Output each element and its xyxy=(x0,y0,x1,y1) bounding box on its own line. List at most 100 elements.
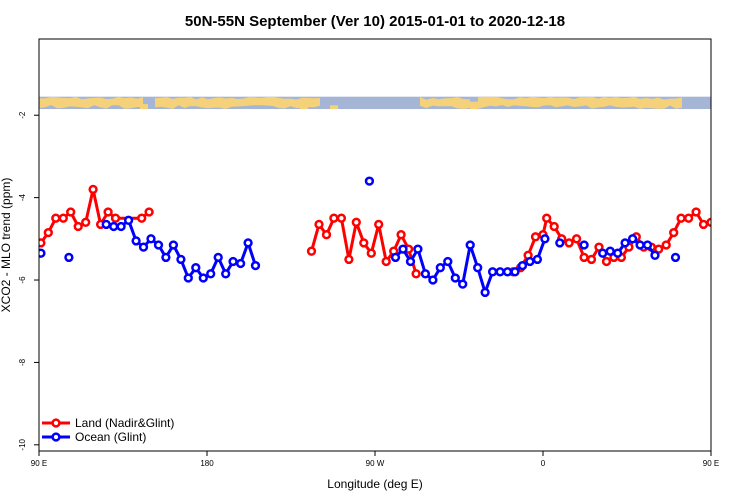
landmask-island-1 xyxy=(300,102,308,110)
legend-ocean-label: Ocean (Glint) xyxy=(75,430,146,444)
series-1-point-30 xyxy=(435,263,445,273)
series-1-point-52 xyxy=(635,240,645,250)
series-1-point-44 xyxy=(540,234,550,244)
series-1-point-22 xyxy=(250,260,261,271)
series-1-point-38 xyxy=(495,267,505,277)
y-axis: -2 -4 -6 -8 -10 xyxy=(18,111,39,451)
series-1-point-28 xyxy=(420,269,431,279)
y-tick-label-0: -2 xyxy=(18,111,27,119)
series-0-point-59 xyxy=(738,215,745,222)
series-1 xyxy=(39,176,750,298)
series-1-point-18 xyxy=(221,269,231,279)
series-0-point-33 xyxy=(542,213,552,223)
series-0-point-2 xyxy=(51,213,61,223)
series-0-point-7 xyxy=(88,184,98,195)
series-1-point-50 xyxy=(620,238,630,248)
legend-land-marker xyxy=(51,418,61,428)
series-0-point-9 xyxy=(103,207,113,217)
legend-ocean-marker xyxy=(51,432,61,442)
y-tick-label-2: -6 xyxy=(18,276,27,284)
series-1-point-43 xyxy=(532,254,543,265)
series-1-point-46 xyxy=(579,240,589,250)
series-0-point-17 xyxy=(336,213,347,223)
series-1-point-14 xyxy=(191,263,201,273)
landmask-land-2 xyxy=(420,96,470,109)
series-1-point-11 xyxy=(168,240,179,250)
series-1-point-8 xyxy=(146,234,156,244)
series-1-point-16 xyxy=(206,269,216,279)
x-axis: 90 E 180 90 W 0 90 E xyxy=(31,451,719,468)
series-0-point-5 xyxy=(73,221,83,232)
series-1-point-29 xyxy=(428,275,438,285)
landmask-land-1 xyxy=(155,96,320,109)
series-1-point-26 xyxy=(405,256,416,267)
series-1-point-47 xyxy=(598,248,608,258)
series-1-point-34 xyxy=(465,240,475,250)
series-0-point-11 xyxy=(137,213,147,223)
series-1-point-23 xyxy=(364,176,375,186)
series-0-point-37 xyxy=(571,234,582,244)
series-1-point-6 xyxy=(131,236,141,246)
series-1-point-1 xyxy=(64,252,74,263)
x-axis-label: Longitude (deg E) xyxy=(327,477,422,491)
series-1-point-41 xyxy=(517,260,528,271)
series-0-point-27 xyxy=(411,269,421,279)
series-0-point-39 xyxy=(586,254,597,265)
series-1-point-45 xyxy=(555,238,565,248)
series-1-point-54 xyxy=(650,250,660,260)
series-0-point-56 xyxy=(715,186,722,193)
series-0-point-1 xyxy=(43,227,53,238)
series-1-point-31 xyxy=(443,256,453,267)
series-1-point-39 xyxy=(502,267,513,277)
series-0-point-4 xyxy=(66,207,76,217)
series-1-point-25 xyxy=(398,244,408,254)
series-0-point-16 xyxy=(329,213,339,223)
chart-title: 50N-55N September (Ver 10) 2015-01-01 to… xyxy=(185,13,565,30)
series-0-point-52 xyxy=(683,213,694,223)
series-1-point-27 xyxy=(413,244,423,254)
series-1-point-55 xyxy=(670,252,681,263)
series-1-point-35 xyxy=(473,263,483,273)
y-tick-label-3: -8 xyxy=(18,358,27,366)
series-1-point-40 xyxy=(510,267,520,277)
series-0-point-50 xyxy=(669,227,679,238)
series-1-point-3 xyxy=(109,221,119,232)
series-1-point-37 xyxy=(487,267,498,277)
series-0-point-0 xyxy=(39,238,46,248)
series-1-point-19 xyxy=(228,256,238,267)
series-0-line-2 xyxy=(512,210,711,274)
series-0-point-10 xyxy=(110,213,121,223)
series-1-point-12 xyxy=(176,254,186,265)
series-0-point-15 xyxy=(321,230,332,240)
series-1-point-0 xyxy=(39,248,46,258)
series-0-point-53 xyxy=(691,207,701,217)
series-1-point-48 xyxy=(605,246,615,256)
series-0-point-22 xyxy=(374,219,384,230)
series-0 xyxy=(39,184,745,279)
series-layer xyxy=(39,176,750,298)
landmask-land-0 xyxy=(39,96,143,109)
series-1-point-20 xyxy=(235,258,246,269)
series-1-point-49 xyxy=(613,248,623,258)
series-1-point-21 xyxy=(243,238,253,248)
series-0-point-36 xyxy=(564,238,574,248)
series-0-point-57 xyxy=(723,221,730,228)
series-1-line-2 xyxy=(105,218,257,280)
x-tick-label-2: 90 W xyxy=(366,459,385,468)
x-tick-label-3: 0 xyxy=(541,459,546,468)
series-1-point-24 xyxy=(390,252,401,263)
series-0-point-19 xyxy=(351,217,361,227)
y-axis-label: XCO2 - MLO trend (ppm) xyxy=(0,178,13,313)
series-0-point-12 xyxy=(144,207,154,217)
legend: Land (Nadir&Glint) Ocean (Glint) xyxy=(42,416,174,444)
series-0-point-34 xyxy=(549,221,559,232)
series-1-point-42 xyxy=(525,256,535,267)
series-0-point-20 xyxy=(359,238,369,248)
series-0-point-14 xyxy=(314,219,324,230)
series-1-line-10 xyxy=(735,218,750,257)
series-0-point-13 xyxy=(306,246,317,256)
landmask-island-3 xyxy=(470,101,478,110)
series-1-point-33 xyxy=(458,279,468,289)
landmask-island-0 xyxy=(140,104,148,110)
